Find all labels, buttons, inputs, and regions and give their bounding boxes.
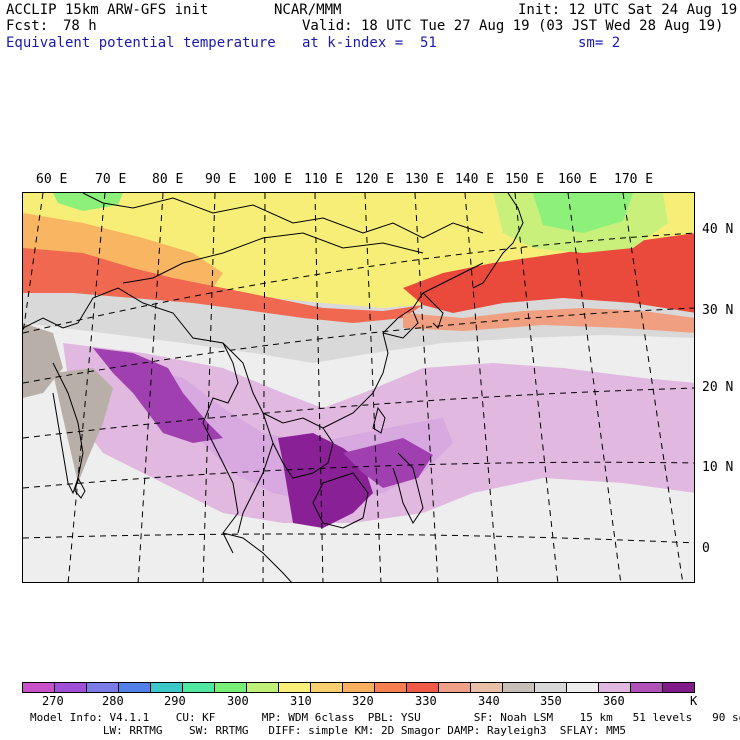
colorbar-tick: 310 [290, 694, 312, 708]
model-info-line2: LW: RRTMG SW: RRTMG DIFF: simple KM: 2D … [30, 724, 627, 737]
colorbar-swatch [535, 683, 567, 692]
band-330-east [403, 233, 694, 313]
level-info: at k-index = 51 [302, 35, 437, 51]
colorbar-swatch [183, 683, 215, 692]
lon-label: 150 E [505, 172, 545, 187]
cool-patch-nw [53, 193, 123, 211]
colorbar-swatch [23, 683, 55, 692]
colorbar [22, 682, 695, 693]
coastlines [23, 193, 524, 582]
org-label: NCAR/MMM [274, 2, 342, 18]
lat-label: 10 N [702, 460, 734, 475]
cool-patch-ne-inner [533, 193, 633, 233]
colorbar-swatch [151, 683, 183, 692]
lon-label: 70 E [95, 172, 127, 187]
colorbar-swatch [279, 683, 311, 692]
colorbar-swatch [311, 683, 343, 692]
forecast-hours: 78 h [63, 18, 97, 34]
colorbar-swatch [663, 683, 694, 692]
lon-label: 80 E [152, 172, 184, 187]
lon-label: 130 E [405, 172, 445, 187]
band-340 [403, 308, 694, 333]
model-title: ACCLIP 15km ARW-GFS init [6, 2, 209, 18]
lon-label: 160 E [558, 172, 598, 187]
band-375-east [343, 438, 433, 488]
colorbar-tick: 290 [164, 694, 186, 708]
lon-label: 170 E [614, 172, 654, 187]
theta-e-map [23, 193, 694, 582]
lon-label: 100 E [253, 172, 293, 187]
lat-label: 0 [702, 541, 710, 556]
colorbar-swatch [599, 683, 631, 692]
colorbar-swatch [55, 683, 87, 692]
colorbar-swatch [375, 683, 407, 692]
field-name: Equivalent potential temperature [6, 35, 276, 51]
lon-label: 60 E [36, 172, 68, 187]
colorbar-tick: 360 [603, 694, 625, 708]
colorbar-swatch [503, 683, 535, 692]
lon-label: 90 E [205, 172, 237, 187]
colorbar-tick: 300 [227, 694, 249, 708]
colorbar-tick: 270 [42, 694, 64, 708]
lon-label: 140 E [455, 172, 495, 187]
colorbar-swatch [567, 683, 599, 692]
map-panel [22, 192, 695, 583]
lat-label: 30 N [702, 303, 734, 318]
colorbar-swatch [119, 683, 151, 692]
model-info-line1: Model Info: V4.1.1 CU: KF MP: WDM 6class… [30, 711, 740, 724]
colorbar-swatch [439, 683, 471, 692]
band-330-west [23, 248, 423, 323]
lat-label: 20 N [702, 380, 734, 395]
band-375-west [93, 348, 223, 443]
graticule [23, 193, 694, 582]
colorbar-tick: 350 [540, 694, 562, 708]
colorbar-tick: 330 [415, 694, 437, 708]
colorbar-tick: 340 [478, 694, 500, 708]
colorbar-tick: 280 [102, 694, 124, 708]
init-time: Init: 12 UTC Sat 24 Aug 19 [518, 2, 738, 18]
lon-label: 110 E [304, 172, 344, 187]
colorbar-swatch [631, 683, 663, 692]
lon-label: 120 E [355, 172, 395, 187]
colorbar-swatch [87, 683, 119, 692]
valid-time: Valid: 18 UTC Tue 27 Aug 19 (03 JST Wed … [302, 18, 724, 34]
smoothing-info: sm= 2 [578, 35, 621, 51]
colorbar-swatch [343, 683, 375, 692]
forecast-label: Fcst: [6, 18, 49, 34]
colorbar-swatch [407, 683, 439, 692]
colorbar-swatch [471, 683, 503, 692]
colorbar-swatch [215, 683, 247, 692]
colorbar-swatch [247, 683, 279, 692]
arabia-landmass [23, 323, 63, 398]
colorbar-tick: 320 [352, 694, 374, 708]
lat-label: 40 N [702, 222, 734, 237]
colorbar-unit: K [690, 694, 698, 708]
